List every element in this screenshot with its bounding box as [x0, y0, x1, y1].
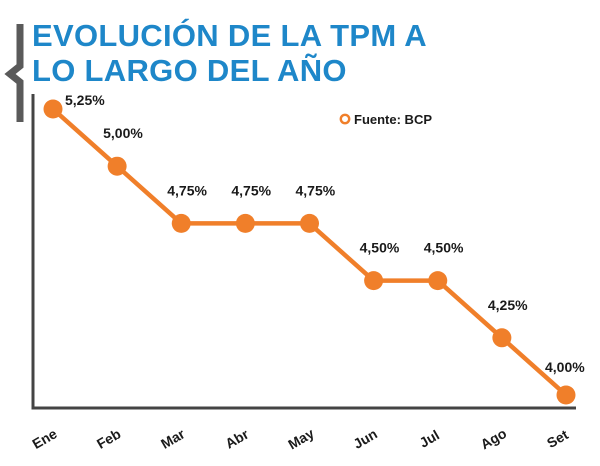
series-layer — [43, 99, 576, 405]
chart-header: EVOLUCIÓN DE LA TPM A LO LARGO DEL AÑO — [0, 0, 600, 122]
data-point-feb — [107, 156, 127, 176]
chart-axes — [31, 94, 576, 410]
legend: Fuente: BCP — [339, 112, 432, 127]
data-label-jul: 4,50% — [424, 240, 464, 256]
data-label-abr: 4,75% — [231, 182, 271, 198]
data-label-set: 4,00% — [545, 359, 585, 375]
data-label-ene: 5,25% — [65, 92, 105, 108]
x-tick-label-abr: Abr — [222, 425, 251, 451]
data-label-may: 4,75% — [296, 182, 336, 198]
data-point-abr — [235, 213, 255, 233]
legend-marker — [339, 113, 351, 125]
x-tick-label-ago: Ago — [478, 425, 510, 452]
data-point-ene — [43, 99, 63, 119]
data-point-ago — [492, 328, 512, 348]
chart-title-line-1: EVOLUCIÓN DE LA TPM A — [32, 18, 427, 53]
data-label-ago: 4,25% — [488, 297, 528, 313]
title-bracket-icon — [4, 24, 24, 122]
data-labels-layer: 5,25% 5,00% 4,75% 4,75% 4,75% 4,50% 4,50% 4,25%… — [65, 92, 585, 375]
x-tick-label-ene: Ene — [29, 425, 59, 452]
x-tick-label-jun: Jun — [350, 426, 380, 452]
data-point-may — [300, 213, 319, 233]
x-tick-label-jul: Jul — [416, 427, 442, 451]
x-tick-label-set: Set — [544, 426, 571, 451]
legend-label: Fuente: BCP — [354, 112, 432, 127]
data-point-mar — [171, 213, 191, 233]
data-point-set — [556, 385, 576, 405]
data-label-jun: 4,50% — [360, 240, 400, 256]
series-line — [51, 107, 568, 397]
data-label-feb: 5,00% — [103, 125, 143, 141]
data-point-jul — [428, 271, 448, 291]
x-tick-label-mar: Mar — [158, 425, 188, 452]
x-tick-label-may: May — [285, 425, 317, 453]
data-label-mar: 4,75% — [167, 182, 207, 198]
chart-title-line-2: LO LARGO DEL AÑO — [32, 53, 347, 88]
data-point-jun — [364, 271, 384, 291]
x-tick-label-feb: Feb — [94, 426, 124, 452]
x-tick-labels-layer: Ene Feb Mar Abr May Jun Jul Ago Set — [29, 425, 571, 453]
